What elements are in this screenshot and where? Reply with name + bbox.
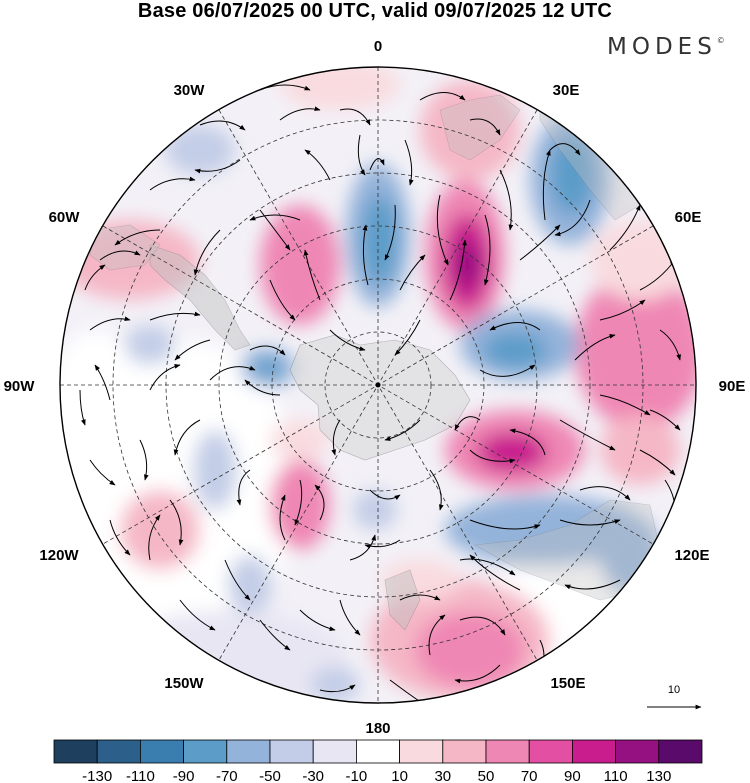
colorbar-box [528, 739, 573, 764]
colorbar-tick-label: -110 [126, 768, 155, 783]
lon-label-0: 0 [374, 38, 382, 55]
colorbar-ticks: -130 -110 -90 -70 -50 -30 -10 10 30 50 70 90 110 130 [82, 768, 671, 783]
colorbar-tick-label: 110 [604, 768, 628, 783]
colorbar-box [226, 739, 271, 764]
colorbar-box [269, 739, 314, 764]
map-title: Base 06/07/2025 00 UTC, valid 09/07/2025… [137, 0, 613, 22]
colorbar-box [96, 739, 141, 764]
brand-logo: MODES© [607, 34, 725, 60]
colorbar-tick-label: 90 [564, 768, 581, 783]
colorbar-box [355, 739, 400, 764]
colorbar-box [442, 739, 487, 764]
reference-vector-label: 10 [668, 684, 680, 696]
colorbar-tick-label: 30 [434, 768, 451, 783]
colorbar-box [139, 739, 184, 764]
lon-label-60e: 60E [675, 209, 702, 226]
lon-label-90w: 90W [4, 378, 36, 395]
lon-label-180: 180 [365, 720, 390, 737]
colorbar-tick-label: -90 [173, 768, 195, 783]
colorbar-tick-label: -130 [82, 768, 112, 783]
lon-label-30e: 30E [553, 82, 580, 99]
lon-label-120e: 120E [674, 547, 709, 564]
colorbar-box [183, 739, 228, 764]
lon-label-120w: 120W [39, 547, 79, 564]
colorbar-tick-label: -70 [216, 768, 238, 783]
colorbar-tick-label: -50 [259, 768, 281, 783]
reference-vector: 10 [647, 684, 702, 710]
lon-label-150w: 150W [164, 675, 204, 692]
colorbar-tick-label: 50 [478, 768, 495, 783]
colorbar-tick-label: 130 [646, 768, 671, 783]
brand-text: MODES [607, 34, 717, 60]
colorbar-boxes [53, 739, 703, 764]
anomaly-field [60, 67, 696, 703]
lon-label-150e: 150E [550, 675, 585, 692]
colorbar: -130 -110 -90 -70 -50 -30 -10 10 30 50 70 90 110 130 [53, 739, 703, 783]
colorbar-box [615, 739, 660, 764]
colorbar-box [312, 739, 357, 764]
brand-mark: © [716, 36, 725, 45]
colorbar-box [399, 739, 444, 764]
lon-label-60w: 60W [49, 209, 81, 226]
colorbar-tick-label: -10 [346, 768, 368, 783]
longitude-labels: 0 30E 60E 90E 120E 150E 180 150W 120W 90… [4, 38, 746, 737]
colorbar-box [485, 739, 530, 764]
lon-label-30w: 30W [174, 82, 206, 99]
map-boundary [59, 66, 697, 704]
colorbar-box [658, 739, 703, 764]
colorbar-box [572, 739, 617, 764]
lon-label-90e: 90E [719, 378, 746, 395]
colorbar-box [53, 739, 98, 764]
colorbar-tick-label: -30 [302, 768, 324, 783]
colorbar-tick-label: 10 [391, 768, 408, 783]
colorbar-tick-label: 70 [521, 768, 538, 783]
